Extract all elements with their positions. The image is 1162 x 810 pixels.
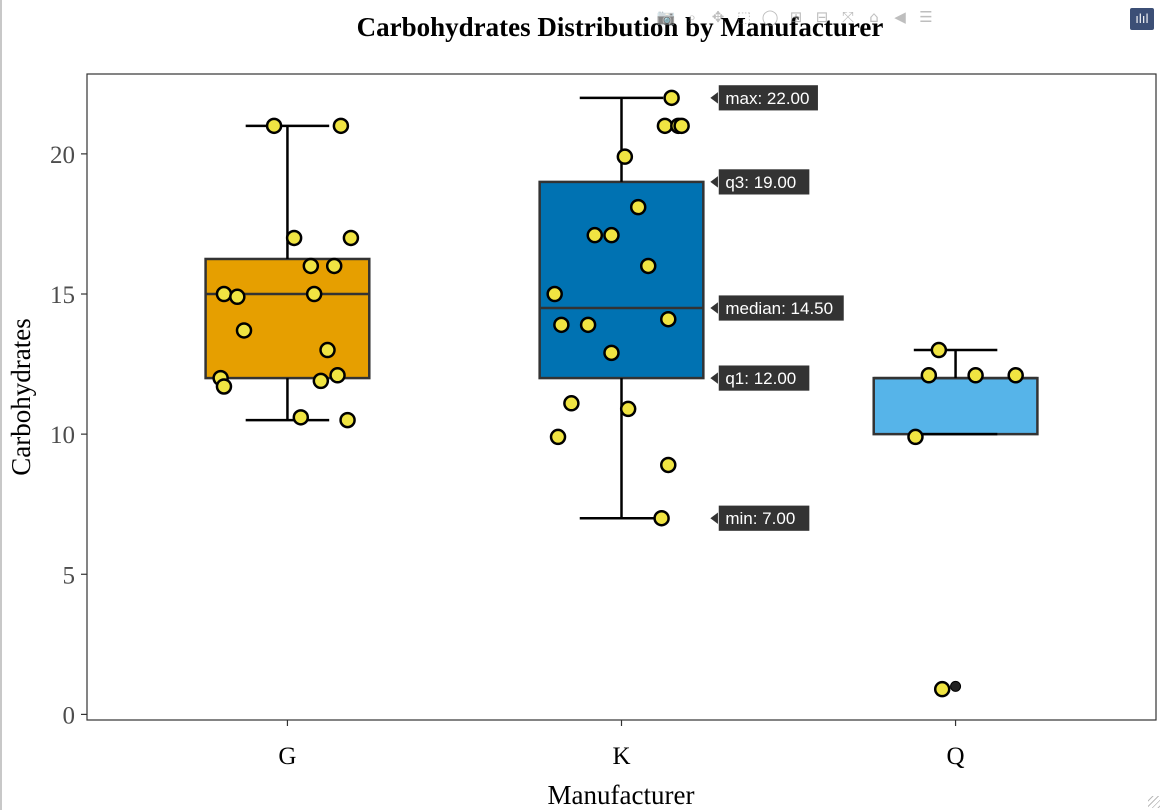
data-point[interactable] (329, 367, 346, 384)
hover-label-text: q3: 19.00 (725, 173, 796, 192)
box-q[interactable] (872, 348, 1039, 436)
data-point[interactable] (660, 456, 677, 474)
data-point[interactable] (907, 428, 924, 446)
y-axis-title: Carbohydrates (6, 318, 36, 475)
data-point[interactable] (920, 367, 938, 384)
hover-label-box (717, 294, 845, 322)
box-g[interactable] (204, 124, 371, 422)
hover-label-text: q1: 12.00 (725, 369, 796, 388)
data-point[interactable] (586, 226, 604, 244)
hover-label-box (717, 168, 811, 196)
autoscale-icon[interactable]: ⤧ (841, 8, 854, 26)
box-body-q[interactable] (872, 376, 1039, 436)
home-icon[interactable]: ⌂ (869, 8, 879, 26)
data-point[interactable] (285, 229, 303, 247)
data-point[interactable] (215, 378, 233, 395)
data-point[interactable] (235, 322, 253, 339)
data-point[interactable] (1007, 367, 1024, 384)
hover-label-box (717, 504, 811, 532)
x-tick-label: G (278, 743, 296, 770)
compare-icon[interactable]: ☰ (919, 8, 933, 26)
data-point[interactable] (546, 285, 563, 303)
data-point[interactable] (653, 509, 670, 527)
x-tick-label: Q (947, 743, 965, 770)
box-body-g[interactable] (204, 257, 371, 380)
data-point[interactable] (579, 316, 597, 334)
hover-label-box (717, 364, 811, 392)
data-point[interactable] (265, 117, 283, 135)
window-border (0, 0, 2, 810)
x-tick-label: K (612, 743, 630, 770)
hover-label-q1: q1: 12.00 (710, 364, 811, 392)
hover-label-pointer (710, 512, 719, 525)
data-point[interactable] (563, 395, 580, 412)
box-body-k[interactable] (538, 180, 705, 380)
hover-label-max: max: 22.00 (710, 84, 819, 112)
hover-label-min: min: 7.00 (710, 504, 811, 532)
camera-icon[interactable]: 📷 (656, 8, 676, 26)
outlier-point[interactable] (950, 680, 962, 692)
plotly-logo[interactable]: ılıl (1130, 8, 1154, 30)
y-tick-label: 20 (50, 142, 75, 169)
data-point[interactable] (930, 341, 948, 359)
data-point[interactable] (292, 409, 310, 426)
data-point[interactable] (325, 257, 343, 275)
hover-label-box (717, 84, 819, 112)
hover-label-text: median: 14.50 (725, 299, 833, 318)
data-point[interactable] (660, 310, 677, 328)
data-point[interactable] (603, 226, 620, 244)
data-point[interactable] (339, 411, 356, 429)
box-k[interactable] (538, 96, 705, 520)
hover-label-text: min: 7.00 (725, 509, 795, 528)
data-point[interactable] (933, 680, 951, 698)
y-tick-label: 15 (50, 282, 75, 309)
data-point[interactable] (629, 198, 647, 216)
x-axis-title: Manufacturer (548, 780, 695, 810)
data-point[interactable] (656, 117, 674, 135)
y-tick-label: 5 (63, 562, 76, 589)
data-point[interactable] (663, 89, 680, 107)
data-point[interactable] (603, 344, 620, 362)
pan-icon[interactable]: ✥ (711, 8, 725, 26)
hover-label-pointer (710, 175, 719, 188)
hover-label-q3: q3: 19.00 (710, 168, 811, 196)
hover-label-pointer (710, 91, 719, 104)
hover-label-pointer (710, 302, 719, 315)
box-select-icon[interactable]: ⬚ (736, 8, 752, 26)
spike-lines-icon[interactable]: ◀ (894, 8, 906, 26)
lasso-icon[interactable]: ◯ (761, 8, 779, 26)
zoom-in-icon[interactable]: ⊞ (789, 8, 803, 26)
data-point[interactable] (967, 367, 984, 384)
zoom-icon[interactable]: ⌕ (687, 8, 697, 26)
data-point[interactable] (673, 117, 690, 135)
data-point[interactable] (639, 257, 657, 275)
data-point[interactable] (619, 400, 637, 418)
data-point[interactable] (549, 428, 567, 446)
resize-handle[interactable] (1148, 796, 1160, 808)
data-point[interactable] (332, 117, 350, 135)
zoom-out-icon[interactable]: ⊟ (815, 8, 829, 26)
hover-label-text: max: 22.00 (725, 89, 809, 108)
data-point[interactable] (302, 257, 320, 275)
data-point[interactable] (553, 316, 570, 334)
data-point[interactable] (312, 372, 330, 390)
data-point[interactable] (342, 229, 360, 247)
chart-title: Carbohydrates Distribution by Manufactur… (357, 12, 884, 42)
data-point[interactable] (229, 288, 246, 306)
hover-label-median: median: 14.50 (710, 294, 845, 322)
data-point[interactable] (616, 148, 634, 165)
y-tick-label: 0 (63, 702, 76, 729)
data-point[interactable] (215, 285, 233, 303)
modebar: 📷 ⌕ ✥ ⬚ ◯ ⊞ ⊟ ⤧ ⌂ ◀ ☰ (655, 6, 937, 28)
data-point[interactable] (319, 341, 336, 359)
y-tick-label: 10 (50, 422, 75, 449)
data-point[interactable] (305, 285, 323, 303)
hover-label-pointer (710, 372, 719, 385)
